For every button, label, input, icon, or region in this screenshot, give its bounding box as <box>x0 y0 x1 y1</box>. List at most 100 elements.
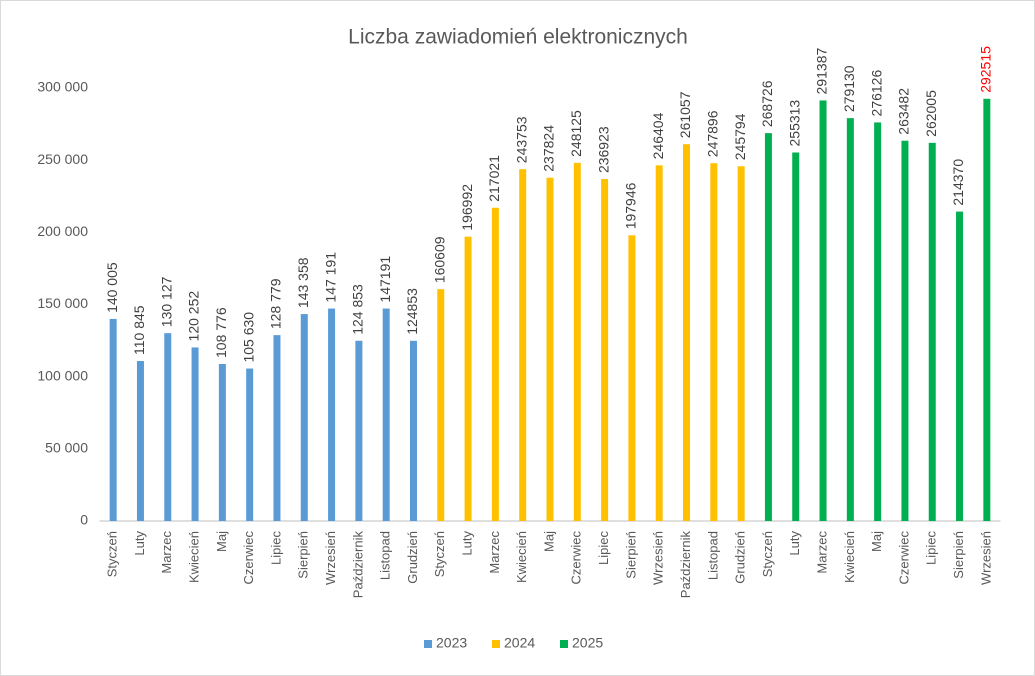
data-label: 268726 <box>759 80 775 127</box>
data-label: 245794 <box>732 113 748 160</box>
data-label: 243753 <box>513 116 529 163</box>
bar <box>218 363 226 521</box>
bar <box>573 162 581 521</box>
bar <box>846 118 854 521</box>
x-tick-label: Kwiecień <box>842 531 857 583</box>
x-tick-label: Październik <box>350 531 365 599</box>
data-label: 263482 <box>896 88 912 135</box>
bar <box>655 165 663 522</box>
y-tick-label: 150 000 <box>37 295 88 311</box>
bar <box>300 314 308 521</box>
bar <box>328 308 336 521</box>
legend-label: 2023 <box>436 635 467 651</box>
x-tick-label: Sierpień <box>296 531 311 579</box>
bar <box>437 289 445 521</box>
x-tick-label: Czerwiec <box>241 531 256 585</box>
x-tick-label: Luty <box>460 531 475 556</box>
y-tick-label: 50 000 <box>45 440 88 456</box>
y-tick-label: 200 000 <box>37 223 88 239</box>
x-tick-label: Styczeń <box>432 531 447 577</box>
data-label: 246404 <box>650 112 666 159</box>
y-tick-label: 300 000 <box>37 79 88 95</box>
bar <box>928 142 936 521</box>
data-label: 130 127 <box>158 276 174 327</box>
bar <box>601 179 609 521</box>
bar <box>519 169 527 521</box>
x-tick-label: Marzec <box>487 531 502 574</box>
data-label: 262005 <box>923 90 939 137</box>
data-label: 147 191 <box>322 252 338 303</box>
data-label: 291387 <box>814 48 830 95</box>
bar <box>109 318 117 521</box>
data-label: 124 853 <box>350 284 366 335</box>
data-label: 236923 <box>595 126 611 173</box>
bar <box>491 207 499 521</box>
data-label: 279130 <box>841 65 857 112</box>
data-label: 147191 <box>377 256 393 303</box>
bar <box>819 100 827 521</box>
data-label: 196992 <box>459 184 475 231</box>
x-tick-label: Sierpień <box>623 531 638 579</box>
x-tick-label: Maj <box>869 531 884 552</box>
x-tick-label: Styczeń <box>105 531 120 577</box>
chart-title: Liczba zawiadomień elektronicznych <box>348 26 688 49</box>
bar <box>792 152 800 521</box>
x-tick-label: Kwiecień <box>186 531 201 583</box>
x-tick-label: Luty <box>132 531 147 556</box>
x-tick-label: Wrzesień <box>651 531 666 585</box>
x-tick-label: Październik <box>678 531 693 599</box>
data-label: 247896 <box>705 110 721 157</box>
x-tick-label: Marzec <box>814 531 829 574</box>
data-label: 276126 <box>868 70 884 117</box>
data-label: 214370 <box>950 159 966 206</box>
x-tick-label: Maj <box>541 531 556 552</box>
y-tick-label: 250 000 <box>37 151 88 167</box>
bar <box>737 166 745 522</box>
y-tick-label: 0 <box>80 512 88 528</box>
legend-swatch <box>560 640 568 648</box>
bar <box>164 333 172 521</box>
x-tick-label: Lipiec <box>596 531 611 565</box>
bar <box>628 235 636 521</box>
bar <box>246 368 254 521</box>
data-label: 261057 <box>677 91 693 138</box>
data-label: 237824 <box>541 125 557 172</box>
bar <box>136 361 144 521</box>
y-tick-label: 100 000 <box>37 367 88 383</box>
bar <box>710 163 718 522</box>
x-tick-label: Czerwiec <box>896 531 911 585</box>
data-label: 128 779 <box>268 278 284 329</box>
bar <box>382 308 390 521</box>
bar <box>901 140 909 521</box>
x-tick-label: Grudzień <box>733 531 748 584</box>
data-label: 105 630 <box>240 312 256 363</box>
x-tick-label: Kwiecień <box>514 531 529 583</box>
bar <box>764 133 772 522</box>
data-label: 110 845 <box>131 305 147 355</box>
data-label: 217021 <box>486 155 502 202</box>
x-tick-label: Listopad <box>378 531 393 580</box>
bar <box>983 98 991 522</box>
x-tick-label: Wrzesień <box>978 531 993 585</box>
data-label: 248125 <box>568 110 584 157</box>
bar <box>273 335 281 521</box>
x-tick-label: Listopad <box>705 531 720 580</box>
x-tick-label: Styczeń <box>760 531 775 577</box>
x-tick-label: Grudzień <box>405 531 420 584</box>
bar <box>956 211 964 521</box>
bar <box>191 347 199 521</box>
x-tick-label: Czerwiec <box>569 531 584 585</box>
x-tick-label: Marzec <box>159 531 174 574</box>
data-label: 255313 <box>786 100 802 147</box>
data-label: 124853 <box>404 288 420 335</box>
bar <box>355 340 363 521</box>
legend-swatch <box>424 640 432 648</box>
bar <box>683 144 691 521</box>
bar <box>874 122 882 522</box>
bar <box>409 340 417 521</box>
legend-label: 2025 <box>572 635 603 651</box>
data-label: 108 776 <box>213 307 229 358</box>
legend-label: 2024 <box>504 635 535 651</box>
